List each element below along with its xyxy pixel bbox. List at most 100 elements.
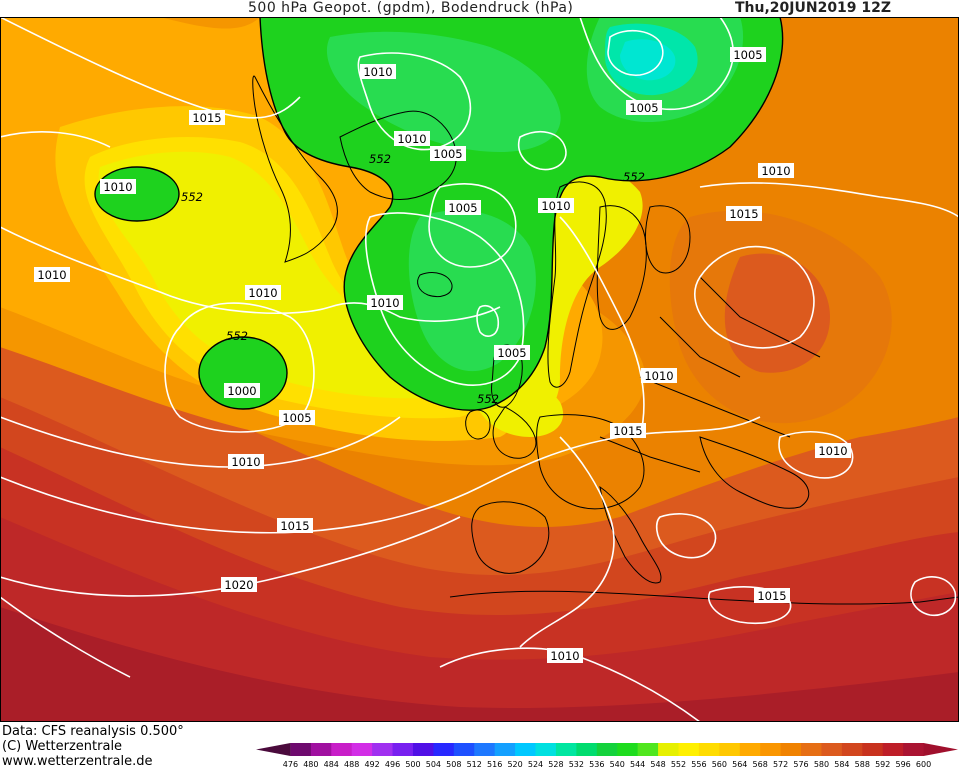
geopot-label: 552 bbox=[226, 329, 248, 343]
scale-tick-label: 536 bbox=[589, 760, 604, 769]
geopotential-fields bbox=[0, 17, 959, 722]
scale-cell bbox=[474, 743, 496, 756]
scale-tick-label: 544 bbox=[630, 760, 645, 769]
scale-cell bbox=[739, 743, 761, 756]
color-scale-ticks: 476 480 484 488 492 496 500 504 508 512 516 520 524 5… bbox=[283, 760, 931, 769]
isobar-1015-central bbox=[0, 416, 761, 534]
isobar-label: 1005 bbox=[445, 200, 481, 215]
scale-tick-label: 492 bbox=[364, 760, 379, 769]
field-536 bbox=[620, 39, 676, 81]
scale-cell bbox=[780, 743, 802, 756]
isobar-label: 1010 bbox=[538, 198, 574, 213]
scale-cell bbox=[882, 743, 904, 756]
scale-tick-label: 592 bbox=[875, 760, 890, 769]
scale-tick-label: 588 bbox=[855, 760, 870, 769]
isobar-label-text: 1015 bbox=[757, 589, 786, 603]
isobar-label-text: 1010 bbox=[644, 369, 673, 383]
isobar-label: 1015 bbox=[726, 206, 762, 221]
scale-tick-label: 564 bbox=[732, 760, 747, 769]
isobar-1010-labrador bbox=[0, 131, 111, 148]
geopot-label: 552 bbox=[623, 170, 645, 184]
isobar-label-text: 1015 bbox=[192, 111, 221, 125]
isobar-label: 1005 bbox=[430, 146, 466, 161]
scale-tick-label: 512 bbox=[467, 760, 482, 769]
isobar-label: 1010 bbox=[815, 443, 851, 458]
isobar-label-text: 1010 bbox=[248, 286, 277, 300]
field-596 bbox=[0, 607, 959, 722]
north-africa-coast bbox=[449, 590, 959, 605]
scale-tick-label: 552 bbox=[671, 760, 686, 769]
isobar-1010-atlantic bbox=[0, 226, 501, 322]
scale-tick-label: 524 bbox=[528, 760, 543, 769]
scale-cell bbox=[923, 743, 958, 756]
balkan-coast bbox=[699, 436, 810, 509]
isobar-label: 1010 bbox=[367, 295, 403, 310]
isobar-label: 1010 bbox=[547, 648, 583, 663]
scale-cell bbox=[841, 743, 863, 756]
scale-tick-label: 528 bbox=[548, 760, 563, 769]
iberia-coast bbox=[471, 501, 550, 574]
scale-tick-label: 484 bbox=[324, 760, 339, 769]
scale-cell bbox=[392, 743, 414, 756]
isobar-label-text: 1010 bbox=[761, 164, 790, 178]
isobar-label: 1015 bbox=[610, 423, 646, 438]
scale-cell bbox=[801, 743, 822, 756]
scale-cell bbox=[535, 743, 557, 756]
scale-tick-label: 504 bbox=[426, 760, 441, 769]
sweden-coast bbox=[596, 205, 647, 330]
scale-cell bbox=[760, 743, 782, 756]
field-580-east bbox=[724, 253, 830, 373]
isobar-label: 1000 bbox=[224, 383, 260, 398]
ireland-coast bbox=[465, 409, 491, 440]
color-scale-cells bbox=[256, 743, 958, 756]
isobar-label: 1005 bbox=[626, 100, 662, 115]
scale-cell bbox=[678, 743, 700, 756]
field-592 bbox=[0, 517, 959, 722]
isobar-1015-med bbox=[655, 513, 717, 559]
isobar-label-text: 1005 bbox=[433, 147, 462, 161]
scale-tick-label: 516 bbox=[487, 760, 502, 769]
isobar-label-text: 1005 bbox=[282, 411, 311, 425]
isobar-label-text: 1005 bbox=[497, 346, 526, 360]
scale-cell bbox=[351, 743, 373, 756]
scale-cell bbox=[658, 743, 679, 756]
greenland-coast bbox=[252, 75, 338, 263]
isobar-1010-scandinavia bbox=[559, 216, 645, 438]
contour-552-atlantic bbox=[198, 336, 288, 410]
central-europe-coast bbox=[536, 414, 645, 510]
map-datetime: Thu,20JUN2019 12Z bbox=[735, 0, 892, 16]
scale-tick-label: 540 bbox=[610, 760, 625, 769]
scale-tick-label: 496 bbox=[385, 760, 400, 769]
scale-cell bbox=[576, 743, 598, 756]
scale-tick-label: 576 bbox=[793, 760, 808, 769]
field-568-north bbox=[0, 17, 260, 29]
isobar-label: 1010 bbox=[245, 285, 281, 300]
scale-cell bbox=[555, 743, 577, 756]
isobar-label-text: 1010 bbox=[370, 296, 399, 310]
scale-tick-label: 560 bbox=[712, 760, 727, 769]
scale-tick-label: 596 bbox=[896, 760, 911, 769]
geopot-label: 552 bbox=[369, 152, 391, 166]
isobar-label-text: 1010 bbox=[550, 649, 579, 663]
scale-cell bbox=[372, 743, 394, 756]
isobar-label-text: 1010 bbox=[363, 65, 392, 79]
isobar-label-text: 1010 bbox=[231, 455, 260, 469]
isobar-label-text: 1010 bbox=[103, 180, 132, 194]
isobar-label: 1015 bbox=[754, 588, 790, 603]
isobar-label: 1005 bbox=[494, 345, 530, 360]
isobar-label-text: 1010 bbox=[541, 199, 570, 213]
finland-coast bbox=[644, 205, 691, 274]
isobar-1010-greenland bbox=[357, 52, 472, 151]
scale-tick-label: 500 bbox=[405, 760, 420, 769]
isobar-label: 1010 bbox=[100, 179, 136, 194]
scale-cell bbox=[433, 743, 455, 756]
isobar-1015-iberia bbox=[519, 436, 615, 648]
scale-tick-label: 480 bbox=[303, 760, 318, 769]
isobar-1000-inner bbox=[476, 305, 500, 337]
isobar-1010-balkan bbox=[778, 431, 854, 479]
isobar-label-text: 1015 bbox=[613, 424, 642, 438]
scale-cell bbox=[698, 743, 720, 756]
scale-tick-label: 568 bbox=[753, 760, 768, 769]
isobar-1005-iceland bbox=[428, 183, 517, 268]
